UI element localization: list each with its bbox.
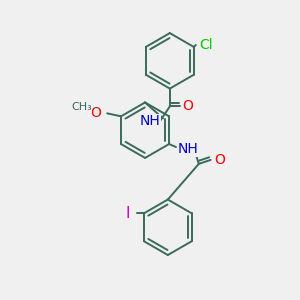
Text: I: I xyxy=(126,206,130,221)
Text: NH: NH xyxy=(178,142,198,156)
Text: NH: NH xyxy=(140,114,160,128)
Text: CH₃: CH₃ xyxy=(71,102,92,112)
Text: O: O xyxy=(214,153,225,167)
Text: O: O xyxy=(182,99,193,113)
Text: O: O xyxy=(90,106,101,120)
Text: Cl: Cl xyxy=(199,38,212,52)
